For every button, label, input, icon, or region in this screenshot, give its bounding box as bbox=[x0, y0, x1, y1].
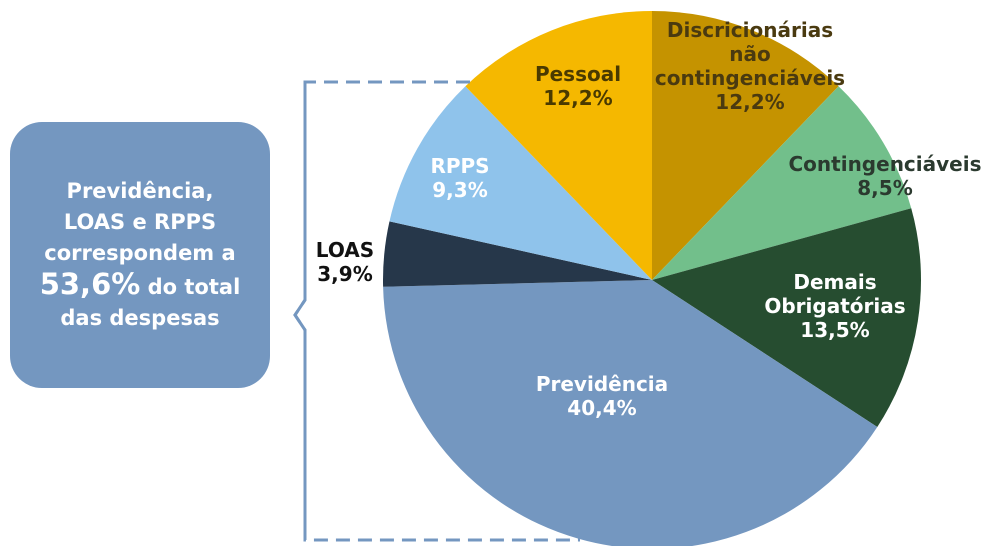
value-label: 9,3% bbox=[432, 178, 488, 202]
callout-line: das despesas bbox=[60, 306, 220, 330]
slice-label: Previdência 40,4% bbox=[536, 372, 668, 420]
category-label: Contingenciáveis bbox=[788, 152, 981, 176]
category-label: LOAS bbox=[315, 238, 375, 262]
value-label: 3,9% bbox=[317, 262, 373, 286]
category-label: Discricionárias não contingenciáveis bbox=[654, 18, 846, 90]
slice-label: RPPS 9,3% bbox=[430, 154, 489, 202]
value-label: 8,5% bbox=[857, 176, 913, 200]
category-label: Previdência bbox=[535, 372, 669, 396]
bracket bbox=[293, 82, 307, 540]
pie bbox=[383, 11, 921, 546]
callout-line: correspondem a bbox=[44, 241, 236, 265]
value-label: 12,2% bbox=[715, 90, 785, 114]
slice bbox=[652, 208, 921, 427]
category-label: Pessoal bbox=[534, 62, 622, 86]
slice-label: Demais Obrigatórias 13,5% bbox=[764, 270, 905, 342]
callout-line: Previdência, bbox=[66, 179, 214, 203]
slice bbox=[652, 86, 912, 280]
callout-line: 53,6% do total bbox=[40, 269, 241, 303]
callout-line: LOAS e RPPS bbox=[63, 210, 217, 234]
slice-label: Pessoal 12,2% bbox=[535, 62, 621, 110]
slice bbox=[383, 280, 878, 546]
callout-text: do total bbox=[147, 275, 241, 299]
slice bbox=[465, 11, 652, 280]
slice bbox=[383, 221, 652, 287]
category-label: Demais Obrigatórias bbox=[764, 270, 906, 318]
value-label: 40,4% bbox=[567, 396, 637, 420]
category-label: RPPS bbox=[430, 154, 490, 178]
slice-label: Discricionárias não contingenciáveis 12,2… bbox=[655, 18, 845, 114]
callout-box: Previdência, LOAS e RPPS correspondem a … bbox=[10, 122, 270, 388]
value-label: 12,2% bbox=[543, 86, 613, 110]
slice bbox=[652, 11, 839, 280]
value-label: 13,5% bbox=[800, 318, 870, 342]
slice bbox=[389, 86, 652, 280]
callout-highlight: 53,6% bbox=[39, 267, 141, 301]
slice-label: Contingenciáveis 8,5% bbox=[789, 152, 981, 200]
slice-label: LOAS 3,9% bbox=[316, 238, 374, 286]
